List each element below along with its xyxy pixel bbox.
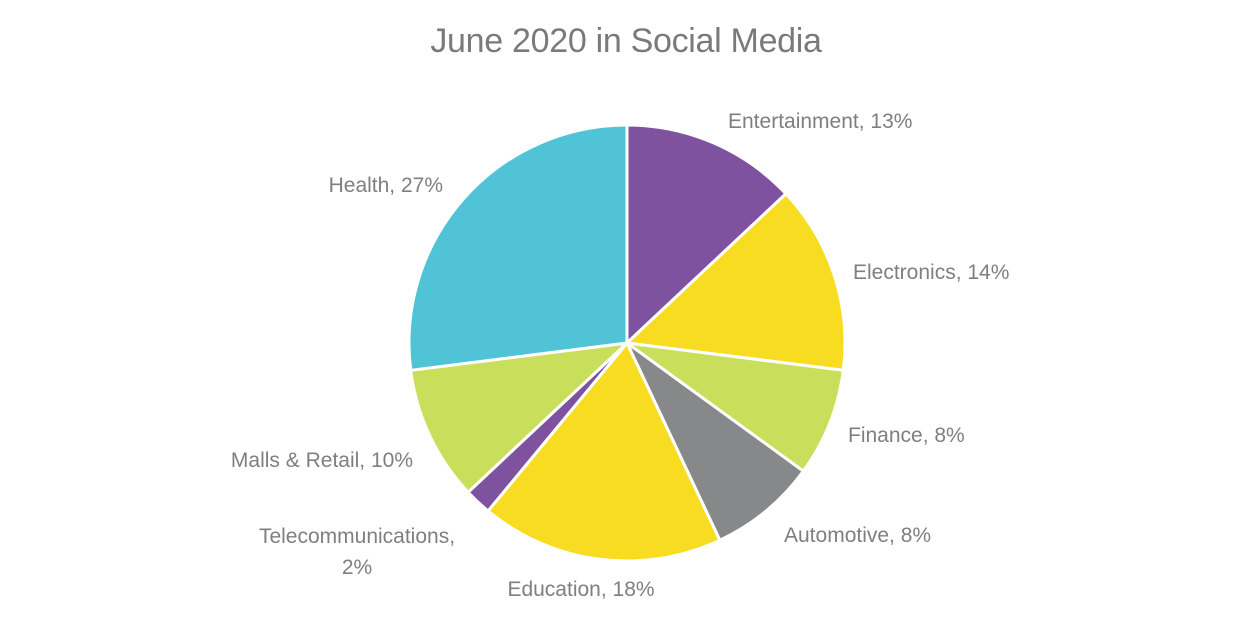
- pie-label-health: Health, 27%: [329, 174, 443, 197]
- pie-slice-education: [485, 340, 722, 563]
- pie-label-finance: Finance, 8%: [848, 424, 965, 447]
- pie-labels: Entertainment, 13% Electronics, 14% Financ…: [231, 110, 1009, 601]
- pie-slice-finance: [626, 341, 845, 474]
- pie-label-electronics: Electronics, 14%: [853, 261, 1009, 284]
- pie-label-education: Education, 18%: [507, 578, 654, 601]
- pie-slice-malls-retail: [409, 340, 632, 495]
- pie-slice-electronics: [623, 191, 847, 372]
- pie-slice-health: [407, 123, 629, 372]
- pie-slices: [407, 123, 847, 563]
- pie-label-automotive: Automotive, 8%: [784, 524, 931, 547]
- pie-label-malls-retail: Malls & Retail, 10%: [231, 449, 413, 472]
- pie-slice-automotive: [625, 341, 806, 543]
- pie-label-entertainment: Entertainment, 13%: [728, 110, 912, 133]
- chart-title: June 2020 in Social Media: [430, 22, 822, 60]
- pie-slice-entertainment: [625, 123, 789, 347]
- pie-label-telecommunications: Telecommunications, 2%: [259, 525, 455, 579]
